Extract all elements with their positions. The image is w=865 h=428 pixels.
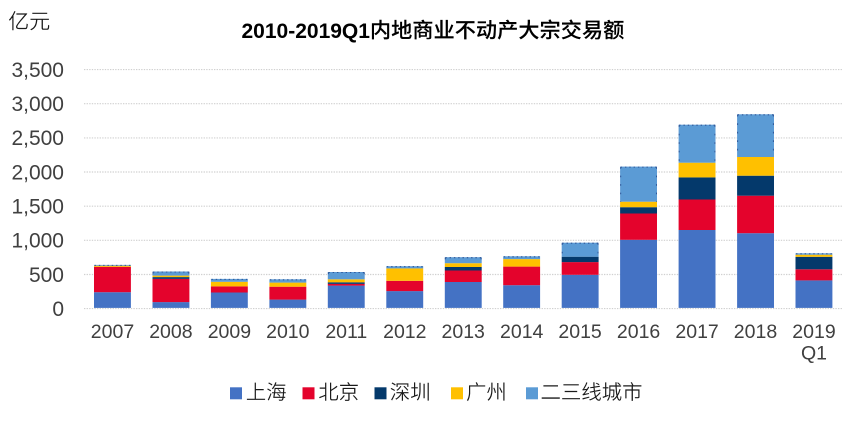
svg-text:2017: 2017 bbox=[675, 321, 718, 343]
svg-text:2010: 2010 bbox=[266, 321, 310, 343]
svg-text:1,500: 1,500 bbox=[11, 196, 64, 219]
svg-text:1,000: 1,000 bbox=[11, 230, 64, 253]
svg-text:2,500: 2,500 bbox=[11, 127, 64, 150]
svg-text:3,500: 3,500 bbox=[11, 59, 64, 82]
svg-text:2018: 2018 bbox=[734, 321, 777, 343]
svg-text:2011: 2011 bbox=[325, 321, 367, 343]
svg-text:500: 500 bbox=[29, 264, 64, 287]
svg-text:0: 0 bbox=[52, 298, 64, 321]
svg-text:2008: 2008 bbox=[149, 321, 192, 343]
svg-text:2007: 2007 bbox=[91, 321, 134, 343]
svg-text:2,000: 2,000 bbox=[11, 161, 64, 184]
svg-text:2010-2019Q1: 2010-2019Q1 bbox=[242, 20, 371, 43]
svg-text:2015: 2015 bbox=[558, 321, 602, 343]
svg-text:2016: 2016 bbox=[617, 321, 660, 343]
svg-text:2019: 2019 bbox=[792, 321, 835, 343]
svg-text:Q1: Q1 bbox=[801, 343, 827, 365]
svg-text:2012: 2012 bbox=[383, 321, 426, 343]
svg-text:2013: 2013 bbox=[442, 321, 485, 343]
svg-text:2014: 2014 bbox=[500, 321, 544, 343]
svg-text:3,000: 3,000 bbox=[11, 93, 64, 116]
svg-text:2009: 2009 bbox=[208, 321, 251, 343]
